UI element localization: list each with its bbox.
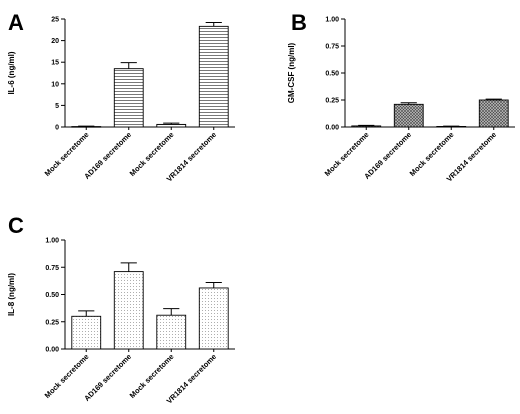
x-category-label: Mock secretome (323, 130, 371, 178)
y-tick-label: 15 (51, 60, 59, 67)
y-tick-label: 0.25 (45, 319, 59, 326)
x-category-label: AD169 secretome (82, 130, 133, 181)
y-axis-title: GM-CSF (ng/ml) (287, 42, 296, 103)
panel-letter: A (8, 10, 24, 35)
bar (113, 68, 144, 128)
y-tick-label: 0.50 (45, 292, 59, 299)
x-category-label: Mock secretome (128, 130, 176, 178)
panel-letter: B (291, 10, 307, 35)
y-axis-title: IL-8 (ng/ml) (7, 273, 16, 316)
chart-panel-b: B GM-CSF (ng/ml) 0.00 0.25 0.50 0.75 1.00 Mock … (287, 10, 515, 184)
y-tick-label: 5 (55, 103, 59, 110)
panel-letter: C (8, 213, 24, 238)
bar (478, 99, 509, 128)
chart-panel-c: C IL-8 (ng/ml) 0.00 0.25 0.50 0.75 1.00 Mock se… (7, 213, 235, 406)
bar (351, 125, 382, 128)
y-axis-title: IL-6 (ng/ml) (7, 51, 16, 94)
bar (198, 25, 229, 128)
bar (393, 103, 424, 128)
x-category-label: Mock secretome (408, 130, 456, 178)
y-tick-label: 25 (51, 17, 59, 24)
y-tick-label: 0.75 (45, 265, 59, 272)
x-category-label: Mock secretome (43, 352, 91, 400)
x-category-label: Mock secretome (43, 130, 91, 178)
y-tick-label: 0.00 (45, 347, 59, 354)
y-tick-label: 0.00 (325, 125, 339, 132)
y-tick-label: 1.00 (325, 17, 339, 24)
x-category-label: Mock secretome (128, 352, 176, 400)
y-tick-label: 0 (55, 125, 59, 132)
bar (113, 271, 144, 350)
y-tick-label: 1.00 (45, 238, 59, 245)
y-tick-label: 0.50 (325, 71, 339, 78)
bar (156, 314, 187, 350)
chart-panel-a: A IL-6 (ng/ml) 0 5 10 15 20 25 Mock secretomeAD1… (7, 10, 235, 184)
y-tick-label: 0.75 (325, 44, 339, 51)
x-category-label: AD169 secretome (362, 130, 413, 181)
bar (198, 287, 229, 350)
x-category-label: AD169 secretome (82, 352, 133, 403)
y-tick-label: 10 (51, 81, 59, 88)
y-tick-label: 0.25 (325, 98, 339, 105)
bar (71, 315, 102, 350)
bar (156, 123, 187, 128)
y-tick-label: 20 (51, 38, 59, 45)
